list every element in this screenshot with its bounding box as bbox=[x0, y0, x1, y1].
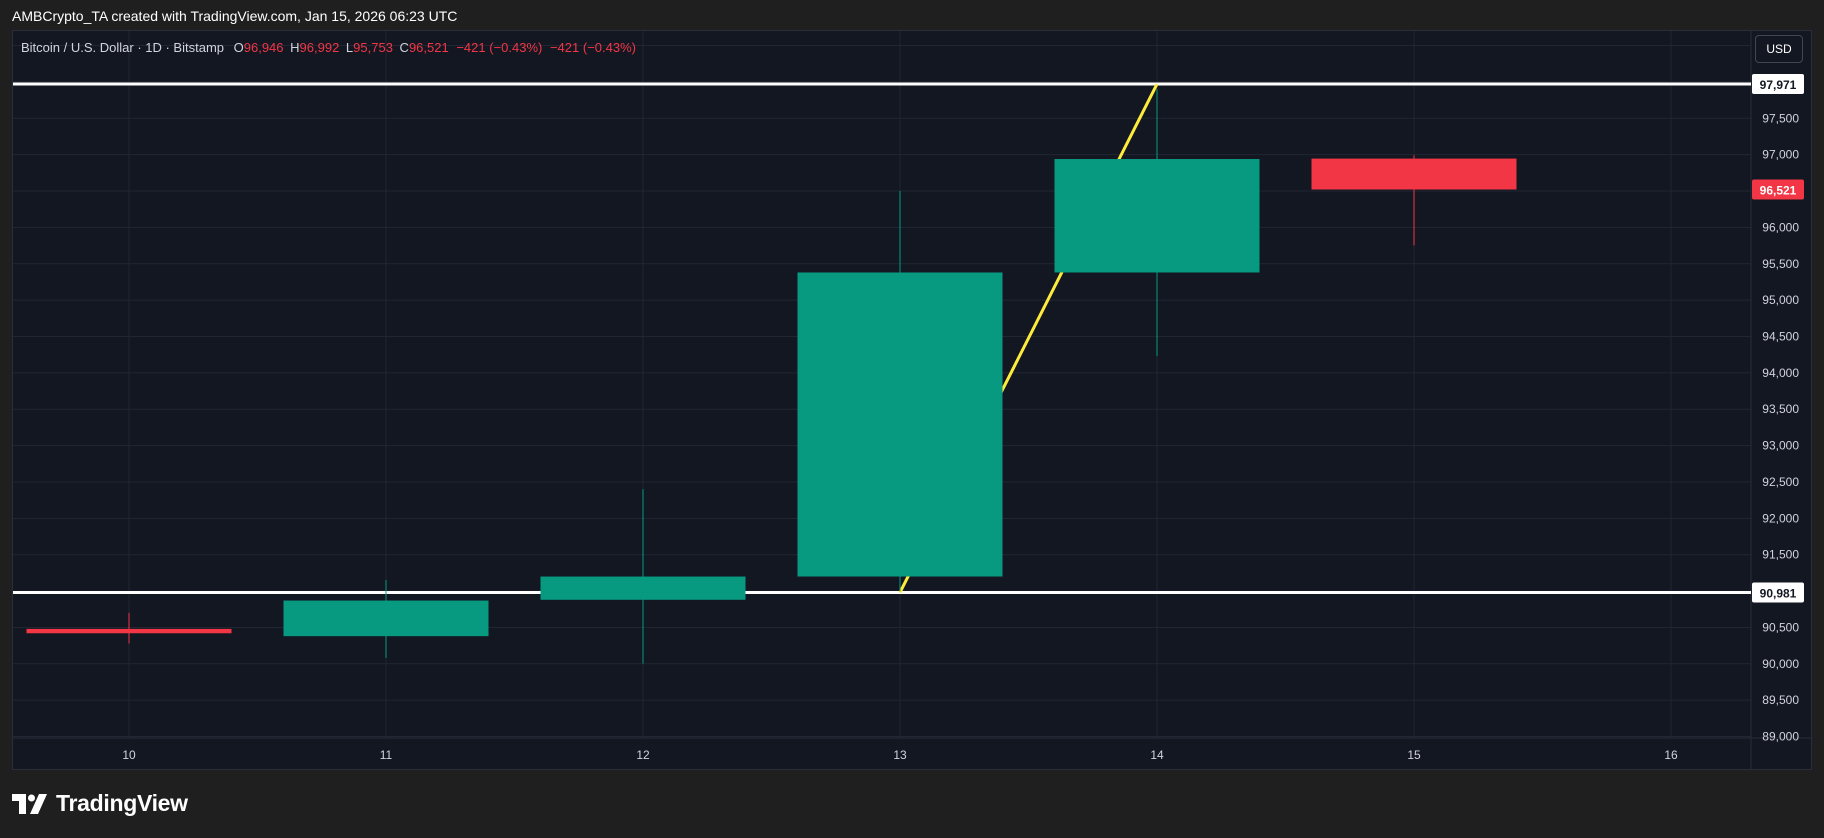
tradingview-brand[interactable]: TradingView bbox=[12, 790, 188, 817]
last-price-label: 96,521 bbox=[1760, 183, 1797, 197]
symbol-legend[interactable]: Bitcoin / U.S. Dollar · 1D · Bitstamp O9… bbox=[21, 40, 636, 55]
change-percent: −421 (−0.43%) bbox=[549, 40, 636, 55]
open-label: O bbox=[233, 40, 244, 55]
x-tick-label: 13 bbox=[893, 748, 907, 762]
open-value: 96,946 bbox=[243, 40, 284, 55]
y-tick-label: 89,000 bbox=[1762, 730, 1799, 744]
y-tick-label: 93,000 bbox=[1762, 439, 1799, 453]
y-tick-label: 96,000 bbox=[1762, 220, 1799, 234]
currency-button[interactable]: USD bbox=[1755, 35, 1803, 63]
y-tick-label: 97,000 bbox=[1762, 148, 1799, 162]
level-price-label: 90,981 bbox=[1760, 586, 1797, 600]
candle-body bbox=[26, 628, 232, 634]
last-price-label-bg bbox=[1752, 179, 1804, 200]
close-value: 96,521 bbox=[408, 40, 449, 55]
candle-body bbox=[540, 576, 746, 600]
y-tick-label: 93,500 bbox=[1762, 402, 1799, 416]
x-tick-label: 16 bbox=[1664, 748, 1678, 762]
y-tick-label: 97,500 bbox=[1762, 111, 1799, 125]
candle-body bbox=[1311, 158, 1517, 190]
chart-caption: AMBCrypto_TA created with TradingView.co… bbox=[12, 8, 458, 24]
x-tick-label: 11 bbox=[380, 748, 393, 762]
y-tick-label: 92,000 bbox=[1762, 511, 1799, 525]
chart-panel[interactable]: Bitcoin / U.S. Dollar · 1D · Bitstamp O9… bbox=[12, 30, 1812, 770]
x-tick-label: 15 bbox=[1407, 748, 1421, 762]
y-tick-label: 94,500 bbox=[1762, 329, 1799, 343]
tradingview-logo-icon bbox=[12, 793, 47, 814]
close-label: C bbox=[399, 40, 409, 55]
brand-name: TradingView bbox=[56, 790, 188, 816]
y-tick-label: 95,000 bbox=[1762, 293, 1799, 307]
y-tick-label: 94,000 bbox=[1762, 366, 1799, 380]
candle-body bbox=[1054, 159, 1260, 273]
symbol-title: Bitcoin / U.S. Dollar · 1D · Bitstamp bbox=[21, 40, 224, 55]
y-tick-label: 89,500 bbox=[1762, 693, 1799, 707]
level-price-label-bg bbox=[1752, 582, 1804, 603]
change-absolute: −421 (−0.43%) bbox=[456, 40, 543, 55]
high-label: H bbox=[290, 40, 300, 55]
x-tick-label: 12 bbox=[636, 748, 650, 762]
low-value: 95,753 bbox=[353, 40, 393, 55]
candle-body bbox=[283, 600, 489, 637]
candle-body bbox=[797, 272, 1003, 577]
y-tick-label: 95,500 bbox=[1762, 257, 1799, 271]
x-tick-label: 14 bbox=[1150, 748, 1164, 762]
low-label: L bbox=[345, 40, 354, 55]
y-tick-label: 90,500 bbox=[1762, 620, 1799, 634]
high-value: 96,992 bbox=[299, 40, 340, 55]
level-price-label-bg bbox=[1752, 74, 1804, 95]
y-tick-label: 91,500 bbox=[1762, 548, 1799, 562]
y-tick-label: 90,000 bbox=[1762, 657, 1799, 671]
level-price-label: 97,971 bbox=[1760, 78, 1797, 92]
y-tick-label: 92,500 bbox=[1762, 475, 1799, 489]
x-tick-label: 10 bbox=[122, 748, 136, 762]
price-chart[interactable]: 89,00089,50090,00090,50091,00091,50092,0… bbox=[13, 31, 1811, 769]
